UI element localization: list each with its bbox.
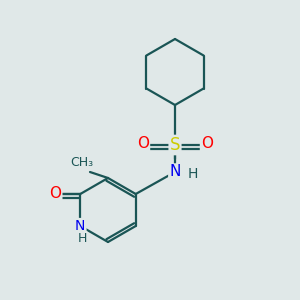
Text: CH₃: CH₃ [70, 157, 94, 169]
Text: H: H [78, 232, 87, 245]
Text: S: S [170, 136, 180, 154]
Text: O: O [201, 136, 213, 152]
Text: O: O [49, 185, 61, 200]
Text: O: O [137, 136, 149, 152]
Text: N: N [169, 164, 181, 179]
Text: H: H [188, 167, 198, 181]
Text: N: N [75, 219, 86, 233]
